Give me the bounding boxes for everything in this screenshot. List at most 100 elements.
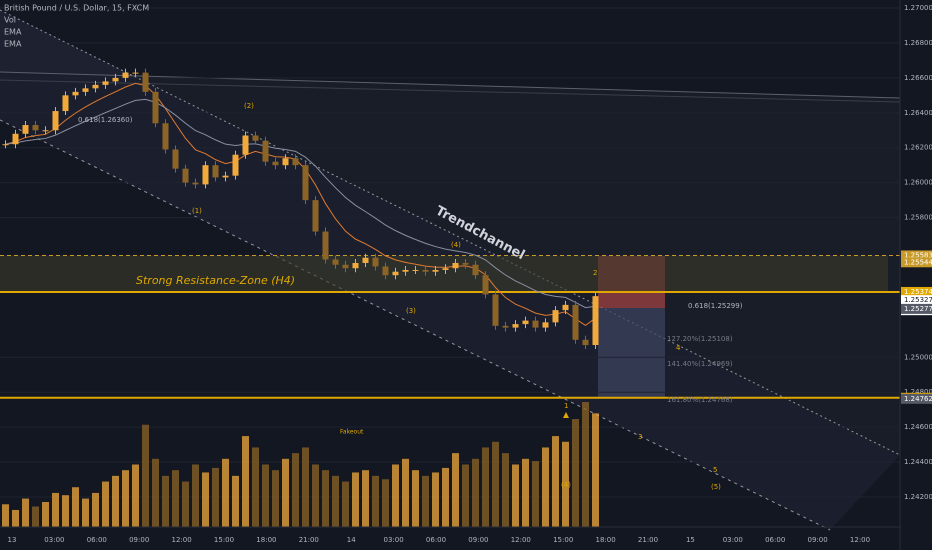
volume-bar xyxy=(312,464,319,527)
y-tick-label: 1.26600 xyxy=(904,74,932,82)
volume-bar xyxy=(482,447,489,527)
price-tag-label: 1.25277 xyxy=(904,305,932,313)
candle-body xyxy=(152,91,159,124)
candle-body xyxy=(352,262,359,269)
x-tick-label: 14 xyxy=(347,536,356,544)
fib-label: 161.80%(1.24768) xyxy=(667,396,733,404)
volume-bar xyxy=(72,487,79,527)
indicator: EMA xyxy=(4,28,22,37)
candle-body xyxy=(42,130,49,132)
candle-body xyxy=(372,257,379,267)
x-tick-label: 18:00 xyxy=(256,536,276,544)
x-tick-label: 13 xyxy=(8,536,17,544)
candle-body xyxy=(462,262,469,265)
wave-label: 2 xyxy=(593,269,597,277)
volume-bar xyxy=(342,481,349,527)
wave-label: 3 xyxy=(638,433,642,441)
candle-body xyxy=(52,111,59,131)
price-tag xyxy=(901,286,932,297)
candle-body xyxy=(192,182,199,185)
volume-bar xyxy=(592,413,599,527)
volume-bar xyxy=(182,481,189,527)
candle-body xyxy=(412,269,419,271)
wave-label: 4 xyxy=(676,344,681,352)
candle-body xyxy=(312,200,319,232)
volume-bar xyxy=(492,441,499,527)
price-tag-label: 1.25544 xyxy=(904,258,932,266)
candle-body xyxy=(122,72,129,78)
fib-label: 0.618(1.25299) xyxy=(688,302,743,310)
y-tick-label: 1.24400 xyxy=(904,458,932,466)
y-tick-label: 1.26400 xyxy=(904,109,932,117)
candle-body xyxy=(392,271,399,276)
volume-bar xyxy=(272,470,279,527)
volume-bar xyxy=(402,458,409,527)
x-tick-label: 12:00 xyxy=(172,536,192,544)
volume-bar xyxy=(122,470,129,527)
volume-bar xyxy=(262,464,269,527)
price-tag-label: 1.25583 xyxy=(904,251,932,259)
channel-top xyxy=(0,71,901,99)
candle-body xyxy=(82,88,89,92)
volume-bar xyxy=(202,472,209,527)
symbol: British Pound / U.S. Dollar, 15, FXCM xyxy=(4,4,149,13)
x-tick-label: 18:00 xyxy=(596,536,616,544)
price-axis xyxy=(900,0,932,550)
candle-body xyxy=(252,135,259,141)
y-tick-label: 1.24200 xyxy=(904,493,932,501)
x-tick-label: 09:00 xyxy=(808,536,828,544)
volume-bar xyxy=(572,419,579,527)
volume-bar xyxy=(352,472,359,527)
wave-label: (1) xyxy=(192,207,202,215)
volume-bar xyxy=(412,470,419,527)
candle-body xyxy=(142,72,149,92)
y-tick-label: 1.26800 xyxy=(904,39,932,47)
candle-body xyxy=(222,175,229,178)
candle-body xyxy=(72,91,79,96)
candle-body xyxy=(2,144,9,146)
candle-body xyxy=(302,165,309,201)
x-tick-label: 06:00 xyxy=(765,536,785,544)
candle-body xyxy=(472,264,479,276)
candle-body xyxy=(282,158,289,166)
fakeout-label: Fakeout xyxy=(340,429,364,436)
wave-label: (5) xyxy=(711,483,721,491)
wave-label: 5 xyxy=(713,466,717,474)
y-tick-label: 1.24600 xyxy=(904,423,932,431)
candle-body xyxy=(132,72,139,74)
x-tick-label: 15:00 xyxy=(553,536,573,544)
x-tick-label: 21:00 xyxy=(299,536,319,544)
ema-line xyxy=(5,82,596,326)
volume-bar xyxy=(452,453,459,527)
volume-bar xyxy=(552,436,559,527)
y-tick-label: 1.26000 xyxy=(904,179,932,187)
y-tick-label: 1.25000 xyxy=(904,353,932,361)
volume-bar xyxy=(52,492,59,527)
volume-bar xyxy=(62,495,69,527)
candle-body xyxy=(482,275,489,295)
volume-bar xyxy=(462,464,469,527)
volume-bar xyxy=(112,475,119,527)
volume-bar xyxy=(212,467,219,527)
volume-bar xyxy=(562,441,569,527)
zone-label: Strong Resistance-Zone (H4) xyxy=(136,274,295,287)
x-tick-label: 03:00 xyxy=(384,536,404,544)
volume-bar xyxy=(222,458,229,527)
volume-bar xyxy=(152,458,159,527)
indicator: EMA xyxy=(4,40,22,49)
x-tick-label: 12:00 xyxy=(511,536,531,544)
candle-body xyxy=(592,296,599,346)
candle-body xyxy=(102,81,109,85)
price-tag-label: 1.24762 xyxy=(904,395,932,403)
volume-bar xyxy=(12,509,19,527)
volume-bar xyxy=(292,453,299,527)
candle-body xyxy=(422,269,429,272)
x-tick-label: 09:00 xyxy=(129,536,149,544)
price-tag xyxy=(901,257,932,268)
y-tick-label: 1.27000 xyxy=(904,4,932,12)
candle-body xyxy=(542,322,549,328)
ema-line xyxy=(5,98,596,309)
wave-label: (3) xyxy=(406,307,416,315)
volume-bar xyxy=(512,464,519,527)
